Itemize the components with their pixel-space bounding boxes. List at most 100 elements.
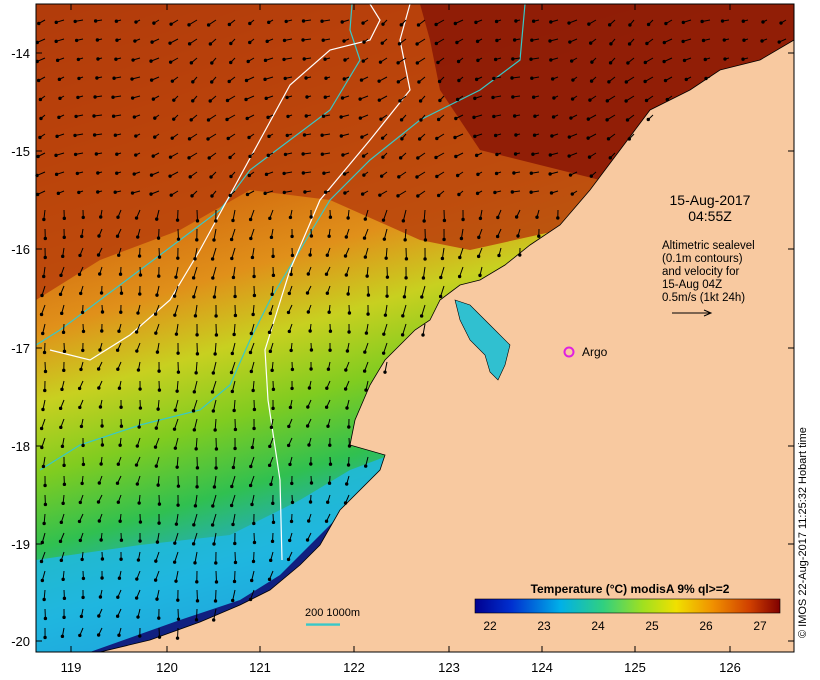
velocity-arrow-head <box>510 76 514 80</box>
velocity-arrow-head <box>157 635 162 639</box>
velocity-arrow-head <box>548 172 552 176</box>
altimetry-legend: Altimetric sealevel (0.1m contours) and … <box>662 240 755 305</box>
velocity-arrow-head <box>195 466 200 470</box>
velocity-arrow-head <box>213 352 217 356</box>
velocity-arrow-head <box>436 60 440 65</box>
velocity-arrow-head <box>81 348 85 353</box>
velocity-arrow-head <box>172 117 176 121</box>
velocity-arrow-head <box>189 118 193 122</box>
velocity-arrow-head <box>346 216 350 220</box>
velocity-arrow-head <box>476 254 481 259</box>
velocity-arrow-head <box>157 502 162 506</box>
velocity-arrow-head <box>267 330 272 335</box>
velocity-arrow-head <box>252 407 257 412</box>
velocity-arrow-head <box>115 348 120 352</box>
bathymetry-contour <box>35 3 361 346</box>
velocity-arrow <box>423 209 426 222</box>
velocity-arrow-head <box>701 38 706 43</box>
velocity-arrow <box>174 532 179 544</box>
velocity-arrow-head <box>399 23 403 27</box>
velocity-arrow <box>193 513 198 526</box>
velocity-arrow-head <box>303 190 307 194</box>
velocity-arrow-head <box>252 521 256 526</box>
velocity-arrow-head <box>384 256 388 260</box>
velocity-arrow <box>402 304 407 316</box>
velocity-arrow-head <box>39 559 44 564</box>
velocity-arrow-head <box>568 40 572 44</box>
velocity-arrow-head <box>135 577 139 581</box>
velocity-arrow-head <box>230 351 235 356</box>
velocity-arrow-head <box>157 388 162 392</box>
velocity-arrow-head <box>496 215 500 220</box>
velocity-arrow-head <box>36 154 40 159</box>
velocity-arrow-head <box>250 578 254 583</box>
velocity-arrow <box>174 437 179 449</box>
velocity-arrow-head <box>282 38 287 43</box>
velocity-arrow-head <box>73 19 77 24</box>
velocity-arrow-head <box>491 95 495 100</box>
velocity-arrow-head <box>396 194 400 198</box>
velocity-arrow-head <box>362 236 367 240</box>
velocity-arrow-head <box>100 443 105 447</box>
velocity-arrow-head <box>208 42 213 46</box>
velocity-arrow-head <box>115 481 120 485</box>
velocity-arrow-head <box>99 291 104 295</box>
velocity-arrow-head <box>35 192 40 197</box>
velocity-arrow <box>383 209 388 221</box>
velocity-arrow-head <box>265 39 269 44</box>
velocity-arrow-head <box>176 617 181 621</box>
velocity-arrow-head <box>363 217 368 221</box>
velocity-arrow-head <box>571 78 575 82</box>
velocity-arrow-head <box>153 445 158 449</box>
velocity-arrow-head <box>117 576 122 580</box>
velocity-arrow-head <box>187 137 192 141</box>
velocity-arrow-head <box>474 20 478 25</box>
velocity-arrow-head <box>111 114 116 118</box>
velocity-arrow-head <box>288 462 292 467</box>
velocity-arrow-head <box>233 427 238 432</box>
velocity-arrow-head <box>172 294 177 298</box>
velocity-arrow-head <box>61 254 65 259</box>
velocity-arrow-head <box>475 39 480 44</box>
velocity-arrow-head <box>268 216 272 221</box>
velocity-arrow-head <box>248 483 253 488</box>
velocity-arrow-head <box>81 462 86 467</box>
lat-tick-label: -18 <box>11 439 30 454</box>
velocity-arrow-head <box>212 238 216 242</box>
velocity-arrow-head <box>248 597 253 602</box>
velocity-arrow-head <box>43 483 47 488</box>
velocity-arrow-head <box>339 134 344 138</box>
velocity-arrow-head <box>149 173 154 177</box>
cool-coastal-band <box>36 455 390 652</box>
velocity-arrow-head <box>327 234 331 238</box>
velocity-arrow-head <box>287 424 291 429</box>
velocity-arrow-head <box>304 114 308 118</box>
velocity-arrow-head <box>169 193 173 197</box>
velocity-arrow <box>231 494 236 506</box>
velocity-arrow-head <box>401 219 406 223</box>
velocity-arrow-head <box>97 386 101 390</box>
velocity-arrow-head <box>40 578 45 583</box>
lat-tick-label: -14 <box>11 46 30 61</box>
velocity-arrow-head <box>118 519 122 523</box>
velocity-arrow-head <box>119 405 123 409</box>
velocity-arrow-head <box>57 77 62 82</box>
velocity-arrow-head <box>149 192 153 196</box>
velocity-arrow-head <box>95 76 99 80</box>
velocity-arrow-head <box>227 22 232 27</box>
velocity-arrow-head <box>132 115 137 119</box>
velocity-arrow-head <box>346 463 351 467</box>
velocity-arrow-head <box>73 152 78 157</box>
velocity-arrow-head <box>287 329 292 334</box>
velocity-arrow-head <box>263 77 267 82</box>
velocity-arrow-head <box>454 116 458 121</box>
velocity-arrow-head <box>155 597 159 601</box>
velocity-arrow <box>194 304 198 316</box>
velocity-arrow-head <box>434 22 438 27</box>
velocity-arrow-head <box>211 504 215 508</box>
velocity-arrow-head <box>345 349 350 353</box>
velocity-arrow-head <box>111 95 115 99</box>
velocity-arrow-head <box>307 443 311 447</box>
velocity-arrow-head <box>135 482 140 486</box>
velocity-arrow-head <box>211 409 216 413</box>
